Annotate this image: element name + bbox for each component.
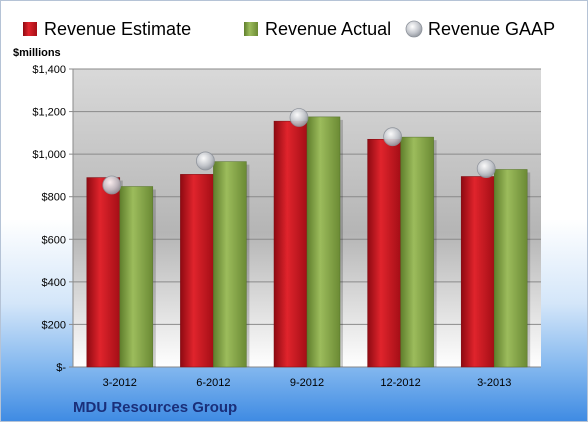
marker-revenue-gaap <box>289 108 309 127</box>
marker-revenue-gaap <box>195 151 215 171</box>
marker-revenue-gaap <box>476 159 496 179</box>
y-tick-label: $- <box>56 362 66 374</box>
x-tick-label: 3-2013 <box>477 377 511 389</box>
y-tick-label: $800 <box>42 192 66 204</box>
legend-swatch <box>23 22 37 36</box>
legend-label: Revenue Estimate <box>44 19 191 39</box>
bar-revenue-actual <box>213 161 247 368</box>
bar-revenue-estimate <box>273 120 308 368</box>
y-tick-label: $1,400 <box>32 64 66 76</box>
x-tick-label: 9-2012 <box>290 377 324 389</box>
y-tick-label: $600 <box>42 234 66 246</box>
bar-revenue-estimate <box>460 176 495 368</box>
legend-revenue-actual: Revenue Actual <box>244 19 391 39</box>
y-tick-label: $1,200 <box>32 107 66 119</box>
bar-revenue-actual <box>400 136 434 368</box>
x-tick-label: 12-2012 <box>380 377 420 389</box>
marker-revenue-gaap <box>383 127 403 147</box>
bar-revenue-estimate <box>180 174 214 368</box>
bar-revenue-estimate <box>367 138 401 368</box>
legend-label: Revenue GAAP <box>428 19 555 39</box>
y-unit-label: $millions <box>13 47 61 59</box>
company-name: MDU Resources Group <box>73 399 238 416</box>
y-tick-label: $1,000 <box>32 149 66 161</box>
marker-revenue-gaap <box>102 175 122 195</box>
y-tick-label: $400 <box>42 277 66 289</box>
x-tick-label: 6-2012 <box>196 377 230 389</box>
legend-revenue-estimate: Revenue Estimate <box>23 19 191 39</box>
bar-revenue-actual <box>119 186 154 368</box>
bar-revenue-actual <box>306 116 341 368</box>
bar-revenue-actual <box>493 169 528 368</box>
legend-swatch <box>405 20 423 38</box>
legend-revenue-gaap: Revenue GAAP <box>405 19 555 39</box>
bar-revenue-estimate <box>86 177 121 368</box>
legend-label: Revenue Actual <box>265 19 391 39</box>
x-tick-label: 3-2012 <box>103 377 137 389</box>
legend-swatch <box>244 22 258 36</box>
y-tick-label: $200 <box>42 319 66 331</box>
